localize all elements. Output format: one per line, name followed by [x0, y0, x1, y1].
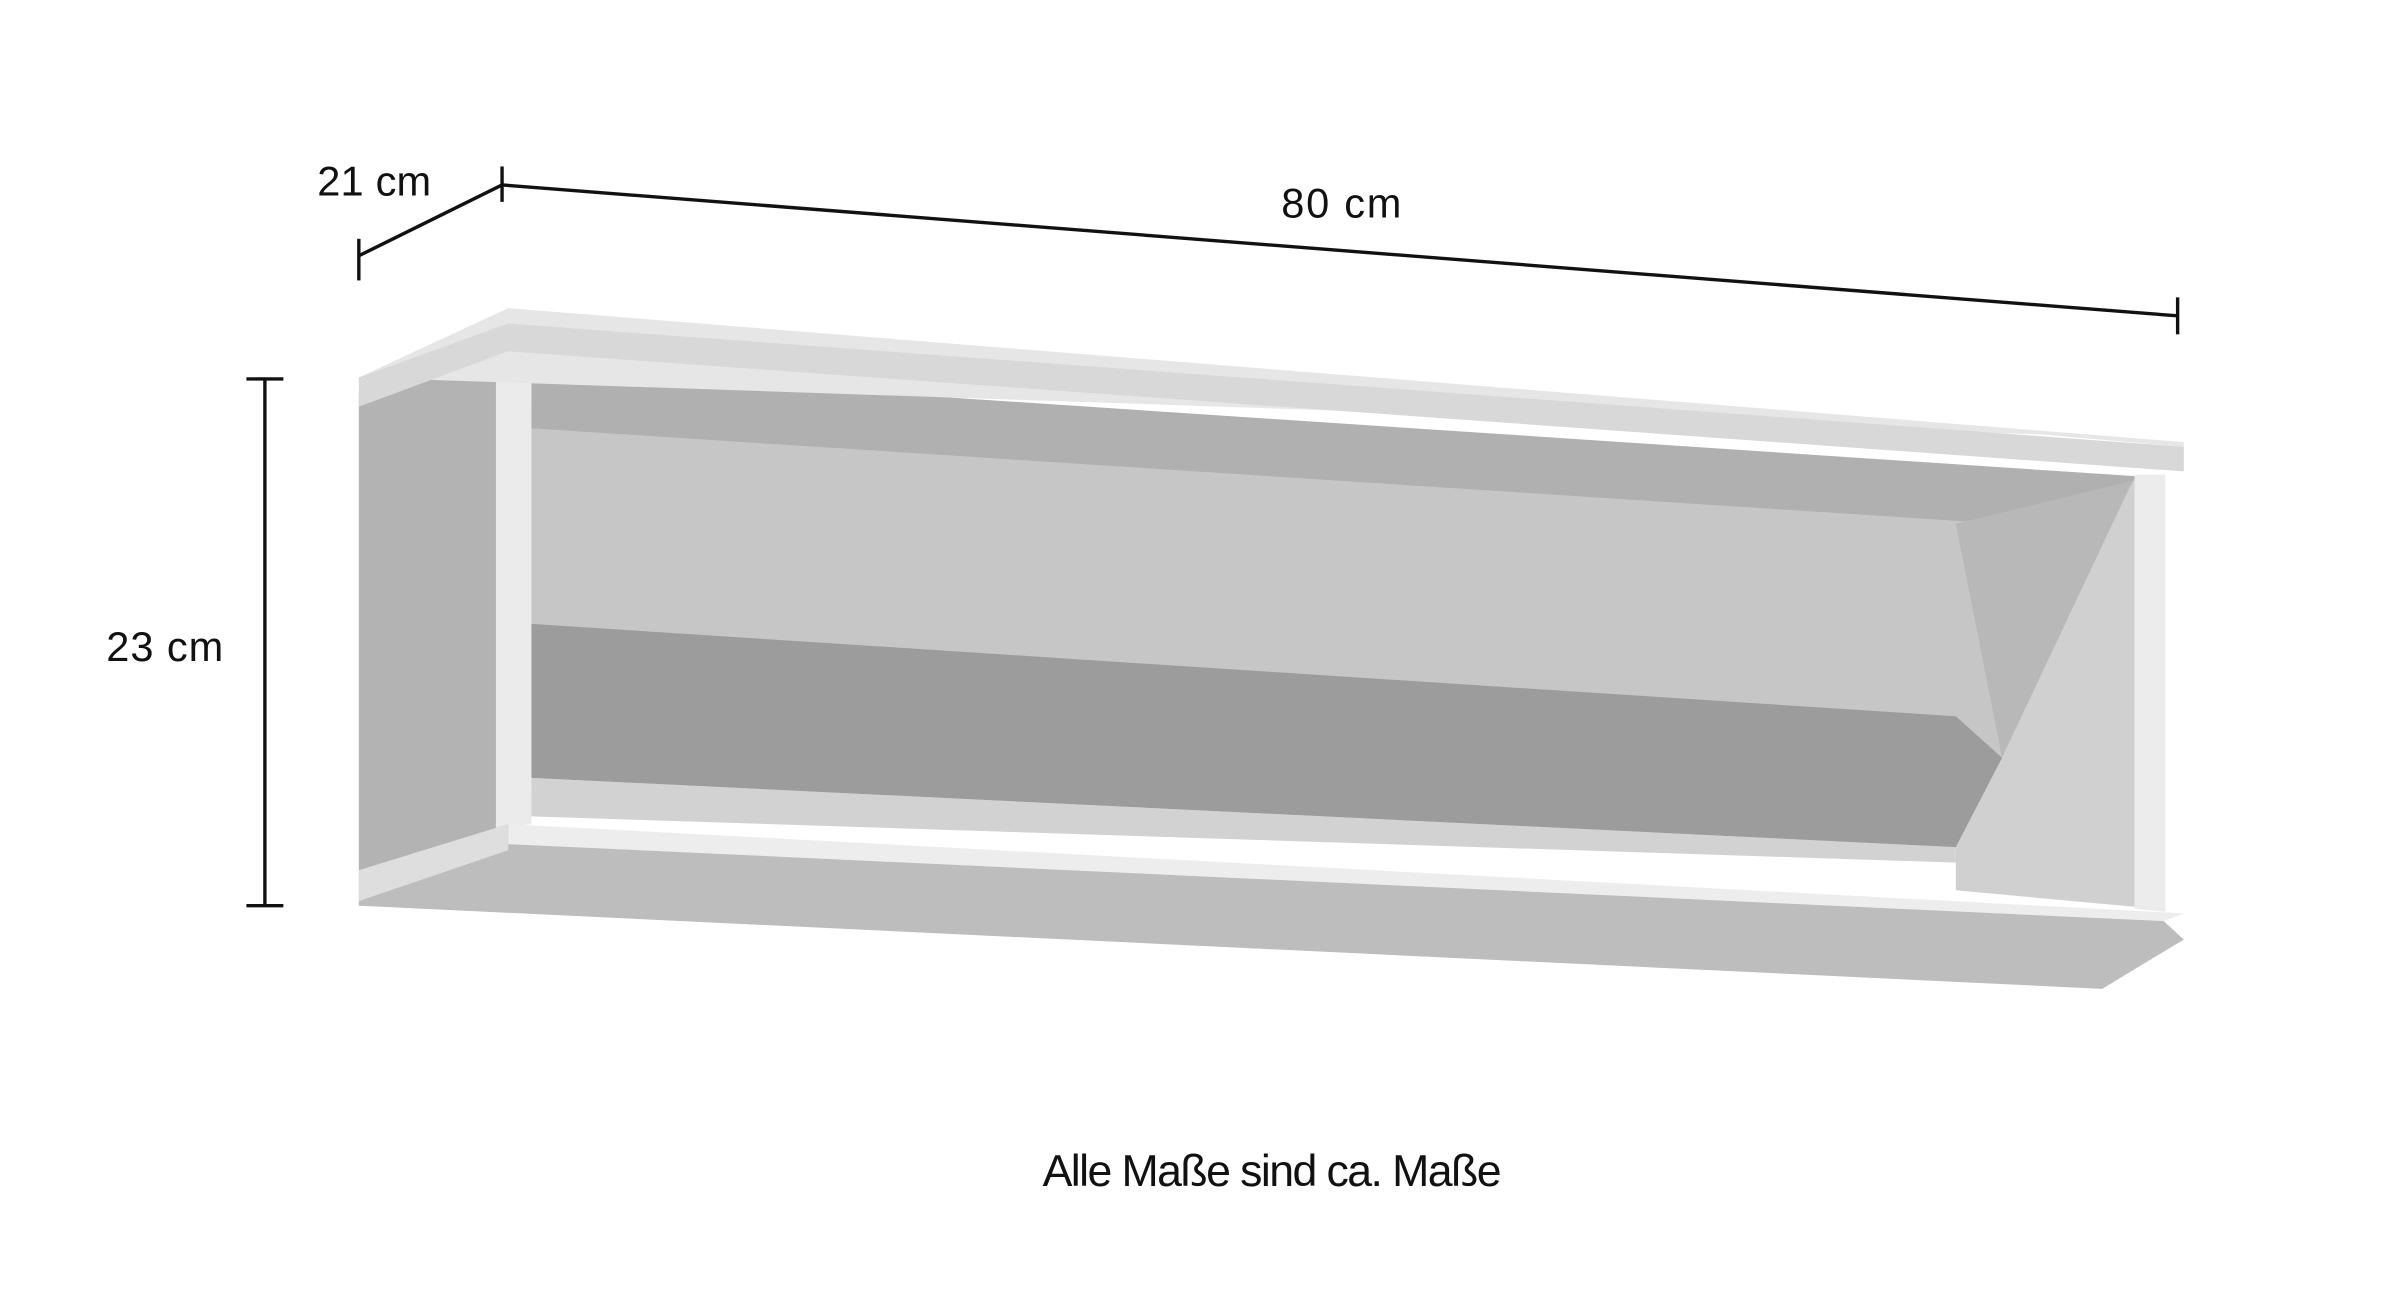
bottom-panel-front: [358, 824, 2184, 989]
shelf-illustration: [358, 308, 2184, 989]
lower-back: [531, 777, 1956, 863]
bottom-panel-edge: [358, 824, 509, 902]
right-front-edge: [2134, 474, 2166, 912]
width-label: 80 cm: [1281, 179, 1401, 226]
top-underside: [531, 369, 2157, 524]
shadow-band: [531, 623, 2003, 848]
right-side-inner: [1955, 480, 2157, 909]
top-panel-front: [358, 323, 2184, 472]
left-front-edge: [495, 351, 532, 829]
caption: Alle Maße sind ca. Maße: [1043, 1147, 1502, 1196]
bottom-panel-top: [508, 824, 2184, 922]
top-panel-top: [358, 308, 2184, 447]
right-side-triangle: [1955, 480, 2133, 758]
dimension-lines: [246, 166, 2180, 908]
depth-label: 21 cm: [317, 158, 431, 205]
height-label: 23 cm: [106, 623, 223, 670]
width-line: [501, 183, 2178, 318]
left-side-panel: [358, 351, 501, 875]
depth-line: [358, 183, 503, 258]
